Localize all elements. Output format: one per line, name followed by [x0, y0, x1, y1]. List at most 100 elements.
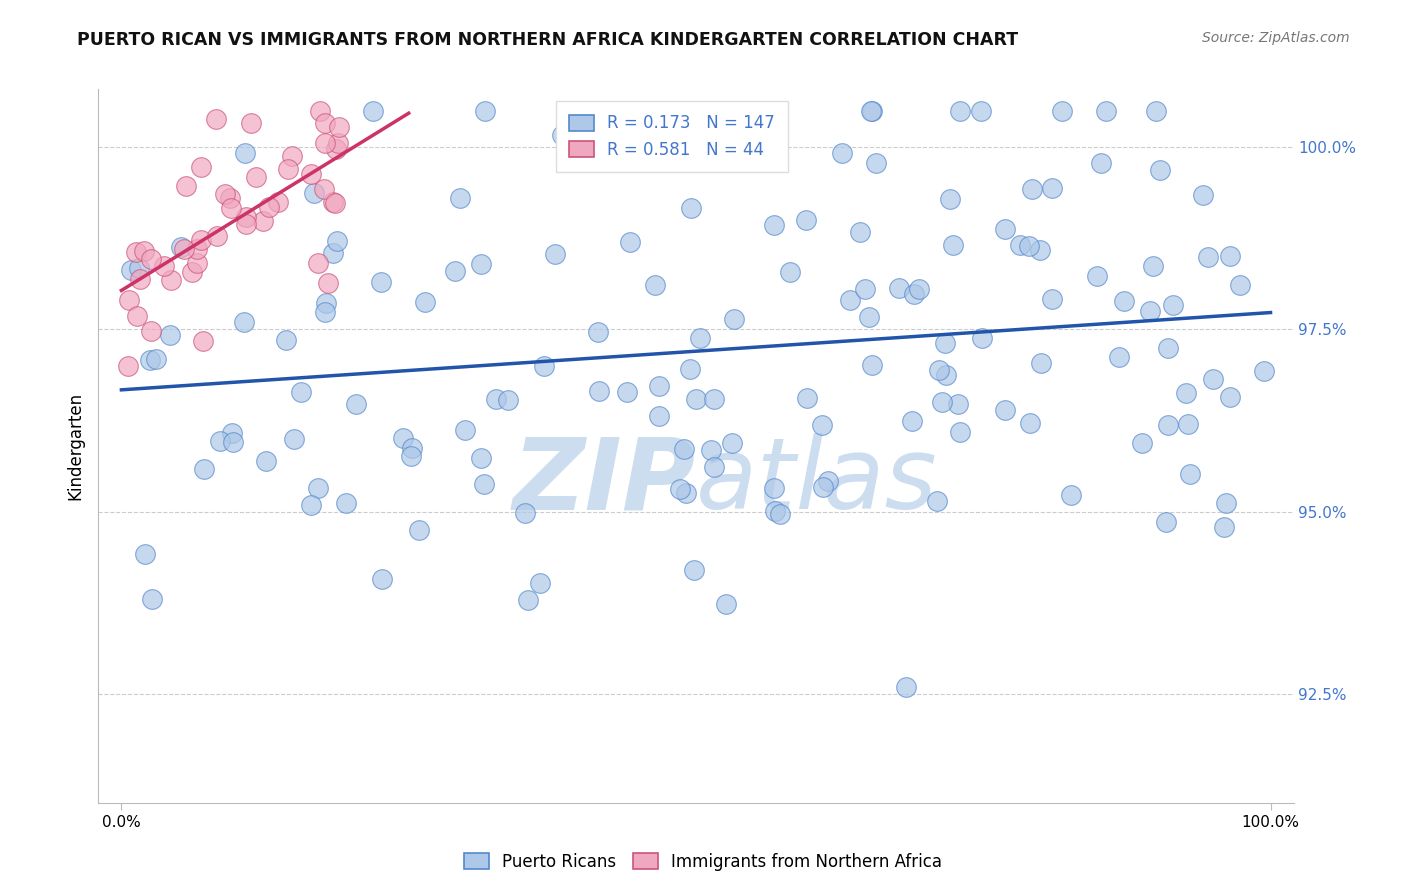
Point — [302, 186, 325, 200]
Point — [763, 504, 786, 518]
Point — [994, 222, 1017, 236]
Point — [233, 145, 256, 160]
Point — [328, 136, 350, 151]
Point — [209, 434, 232, 449]
Point — [848, 225, 870, 239]
Legend: Puerto Ricans, Immigrants from Northern Africa: Puerto Ricans, Immigrants from Northern … — [456, 845, 950, 880]
Point — [1130, 436, 1153, 450]
Point — [1139, 304, 1161, 318]
Point — [335, 496, 357, 510]
Point — [1149, 162, 1171, 177]
Point — [1178, 467, 1201, 481]
Point — [120, 263, 142, 277]
Point — [638, 103, 661, 118]
Point — [529, 576, 551, 591]
Point — [949, 425, 972, 439]
Point — [762, 481, 785, 495]
Point — [769, 507, 792, 521]
Point — [371, 572, 394, 586]
Point — [672, 103, 695, 118]
Point — [685, 392, 707, 407]
Point — [1197, 250, 1219, 264]
Point — [235, 210, 257, 224]
Point — [858, 310, 880, 324]
Point — [721, 436, 744, 450]
Point — [266, 195, 288, 210]
Point — [1112, 293, 1135, 308]
Legend: R = 0.173   N = 147, R = 0.581   N = 44: R = 0.173 N = 147, R = 0.581 N = 44 — [555, 101, 789, 172]
Point — [1042, 181, 1064, 195]
Point — [141, 591, 163, 606]
Point — [1192, 188, 1215, 202]
Point — [190, 160, 212, 174]
Point — [190, 233, 212, 247]
Point — [232, 315, 254, 329]
Text: ZIP: ZIP — [513, 434, 696, 530]
Point — [326, 234, 349, 248]
Point — [139, 324, 162, 338]
Point — [323, 196, 346, 211]
Text: PUERTO RICAN VS IMMIGRANTS FROM NORTHERN AFRICA KINDERGARTEN CORRELATION CHART: PUERTO RICAN VS IMMIGRANTS FROM NORTHERN… — [77, 31, 1018, 49]
Point — [281, 149, 304, 163]
Point — [934, 335, 956, 350]
Point — [361, 103, 384, 118]
Y-axis label: Kindergarten: Kindergarten — [66, 392, 84, 500]
Point — [205, 228, 228, 243]
Point — [314, 304, 336, 318]
Point — [1144, 103, 1167, 118]
Point — [315, 116, 337, 130]
Point — [533, 359, 555, 374]
Point — [484, 392, 506, 407]
Point — [1029, 243, 1052, 257]
Point — [794, 212, 817, 227]
Point — [307, 255, 329, 269]
Point — [648, 379, 671, 393]
Point — [239, 116, 262, 130]
Point — [1085, 268, 1108, 283]
Point — [616, 385, 638, 400]
Point — [1018, 239, 1040, 253]
Point — [1142, 259, 1164, 273]
Text: atlas: atlas — [696, 434, 938, 530]
Point — [928, 362, 950, 376]
Point — [205, 112, 228, 126]
Point — [316, 276, 339, 290]
Point — [401, 441, 423, 455]
Point — [408, 523, 430, 537]
Point — [689, 331, 711, 345]
Point — [865, 156, 887, 170]
Point — [516, 592, 538, 607]
Point — [703, 459, 725, 474]
Point — [853, 282, 876, 296]
Point — [245, 169, 267, 184]
Point — [128, 260, 150, 275]
Point — [129, 272, 152, 286]
Point — [859, 103, 882, 118]
Point — [325, 142, 347, 156]
Point — [586, 325, 609, 339]
Point — [346, 397, 368, 411]
Point — [949, 103, 972, 118]
Point — [299, 167, 322, 181]
Point — [470, 450, 492, 465]
Point — [453, 423, 475, 437]
Point — [644, 277, 666, 292]
Point — [679, 362, 702, 376]
Point — [762, 218, 785, 232]
Point — [139, 252, 162, 266]
Point — [307, 481, 329, 495]
Point — [218, 191, 240, 205]
Point — [939, 192, 962, 206]
Point — [648, 409, 671, 423]
Point — [392, 431, 415, 445]
Point — [145, 352, 167, 367]
Point — [134, 547, 156, 561]
Point — [1219, 390, 1241, 404]
Point — [894, 681, 917, 695]
Point — [796, 391, 818, 405]
Point — [817, 474, 839, 488]
Point — [1060, 488, 1083, 502]
Point — [125, 309, 148, 323]
Point — [274, 333, 297, 347]
Point — [443, 264, 465, 278]
